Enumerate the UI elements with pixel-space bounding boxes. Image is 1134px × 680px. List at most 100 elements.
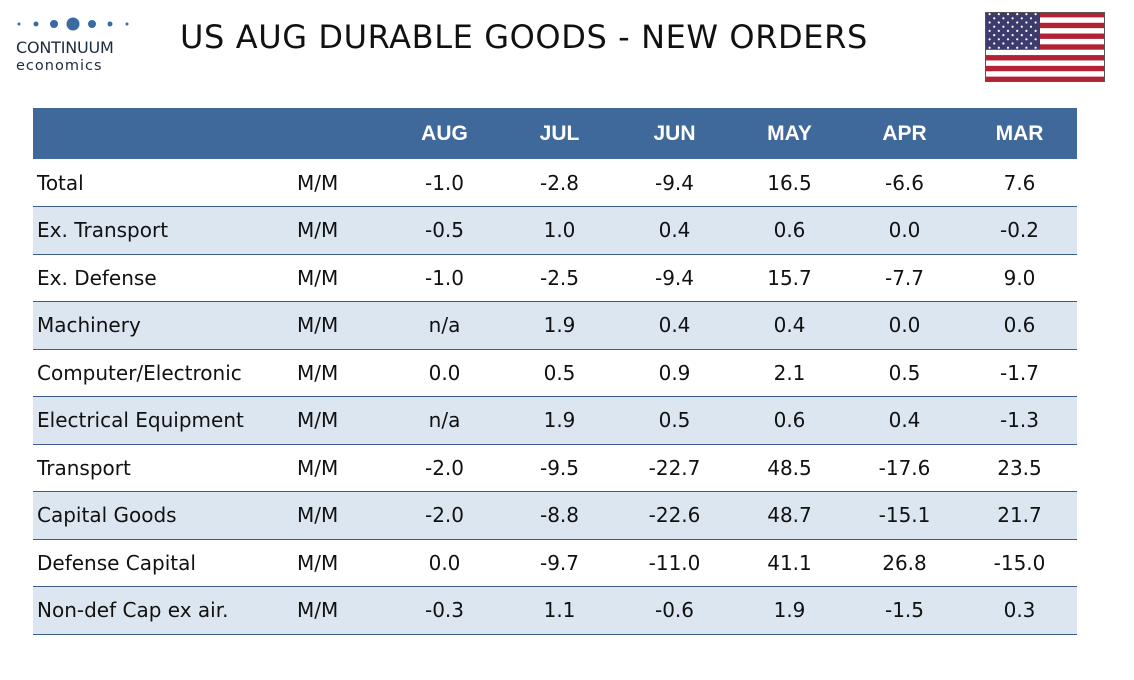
cell-value: 21.7 <box>997 503 1042 528</box>
row-label: Total <box>37 170 84 195</box>
cell-value: 41.1 <box>767 550 812 575</box>
table-row: Total M/M -1.0 -2.8 -9.4 16.5 -6.6 7.6 <box>33 159 1077 207</box>
table-row: Machinery M/M n/a 1.9 0.4 0.4 0.0 0.6 <box>33 301 1077 349</box>
row-label: Transport <box>37 455 131 480</box>
column-header-blank <box>290 108 387 159</box>
cell-value: -8.8 <box>539 503 580 528</box>
row-label: Ex. Defense <box>37 265 157 290</box>
cell-value: n/a <box>428 313 461 338</box>
row-unit: M/M <box>297 313 339 338</box>
cell-value: -0.2 <box>999 218 1040 243</box>
cell-value: 0.6 <box>773 408 806 433</box>
row-label: Computer/Electronic <box>37 360 242 385</box>
row-unit: M/M <box>297 265 339 290</box>
row-unit: M/M <box>297 408 339 433</box>
cell-value: -2.0 <box>424 455 465 480</box>
row-label: Machinery <box>37 313 141 338</box>
cell-value: -22.6 <box>648 503 701 528</box>
cell-value: -0.5 <box>424 218 465 243</box>
cell-value: -1.3 <box>999 408 1040 433</box>
cell-value: 0.4 <box>658 218 691 243</box>
cell-value: -15.0 <box>993 550 1046 575</box>
cell-value: -0.6 <box>654 598 695 623</box>
cell-value: -9.7 <box>539 550 580 575</box>
us-flag-icon <box>985 12 1105 82</box>
row-label: Non-def Cap ex air. <box>37 598 229 623</box>
row-label: Electrical Equipment <box>37 408 244 433</box>
cell-value: -7.7 <box>884 265 925 290</box>
cell-value: n/a <box>428 408 461 433</box>
cell-value: 9.0 <box>1003 265 1036 290</box>
cell-value: 0.3 <box>1003 598 1036 623</box>
logo-subtitle: economics <box>16 58 103 74</box>
cell-value: 26.8 <box>882 550 927 575</box>
cell-value: -0.3 <box>424 598 465 623</box>
continuum-economics-logo: CONTINUUM economics <box>14 14 132 76</box>
cell-value: 48.5 <box>767 455 812 480</box>
table-header-row: AUG JUL JUN MAY APR MAR <box>33 108 1077 159</box>
page-title: US AUG DURABLE GOODS - NEW ORDERS <box>180 18 868 56</box>
row-label: Capital Goods <box>37 503 177 528</box>
cell-value: 0.5 <box>658 408 691 433</box>
cell-value: 0.4 <box>658 313 691 338</box>
row-unit: M/M <box>297 218 339 243</box>
cell-value: -1.7 <box>999 360 1040 385</box>
column-header-jun: JUN <box>653 121 696 145</box>
logo-name: CONTINUUM <box>16 38 114 57</box>
cell-value: -2.5 <box>539 265 580 290</box>
cell-value: 23.5 <box>997 455 1042 480</box>
row-unit: M/M <box>297 360 339 385</box>
cell-value: 0.0 <box>888 218 921 243</box>
cell-value: 2.1 <box>773 360 806 385</box>
cell-value: 1.1 <box>543 598 576 623</box>
cell-value: 7.6 <box>1003 170 1036 195</box>
column-header-aug: AUG <box>421 121 468 145</box>
table-row: Ex. Transport M/M -0.5 1.0 0.4 0.6 0.0 -0.2 <box>33 206 1077 254</box>
cell-value: 0.5 <box>888 360 921 385</box>
cell-value: 0.6 <box>1003 313 1036 338</box>
cell-value: 16.5 <box>767 170 812 195</box>
row-unit: M/M <box>297 550 339 575</box>
column-header-may: MAY <box>767 121 812 145</box>
cell-value: 1.0 <box>543 218 576 243</box>
cell-value: 0.5 <box>543 360 576 385</box>
logo-dots-icon <box>17 17 129 31</box>
row-unit: M/M <box>297 598 339 623</box>
column-header-jul: JUL <box>539 121 580 145</box>
cell-value: -9.4 <box>654 170 695 195</box>
cell-value: 48.7 <box>767 503 812 528</box>
cell-value: -15.1 <box>878 503 931 528</box>
row-unit: M/M <box>297 170 339 195</box>
cell-value: -2.8 <box>539 170 580 195</box>
cell-value: 0.4 <box>888 408 921 433</box>
cell-value: -1.0 <box>424 170 465 195</box>
cell-value: -22.7 <box>648 455 701 480</box>
cell-value: -9.4 <box>654 265 695 290</box>
table-row: Computer/Electronic M/M 0.0 0.5 0.9 2.1 0.5 -1.… <box>33 349 1077 397</box>
table-row: Capital Goods M/M -2.0 -8.8 -22.6 48.7 -15.1 21… <box>33 491 1077 539</box>
table-row: Transport M/M -2.0 -9.5 -22.7 48.5 -17.6 23.5 <box>33 444 1077 492</box>
cell-value: 0.0 <box>428 550 461 575</box>
cell-value: -6.6 <box>884 170 925 195</box>
column-header-blank <box>33 108 290 159</box>
cell-value: -11.0 <box>648 550 701 575</box>
cell-value: 0.0 <box>888 313 921 338</box>
table-row: Ex. Defense M/M -1.0 -2.5 -9.4 15.7 -7.7 9.0 <box>33 254 1077 302</box>
row-label: Defense Capital <box>37 550 196 575</box>
row-unit: M/M <box>297 503 339 528</box>
cell-value: 0.4 <box>773 313 806 338</box>
table-row: Defense Capital M/M 0.0 -9.7 -11.0 41.1 26.8 -1… <box>33 539 1077 587</box>
cell-value: -2.0 <box>424 503 465 528</box>
row-unit: M/M <box>297 455 339 480</box>
durable-goods-table: AUG JUL JUN MAY APR MAR Total M/M -1.0 -2.8 -9.4 1… <box>33 108 1077 635</box>
cell-value: 0.9 <box>658 360 691 385</box>
column-header-apr: APR <box>882 121 927 145</box>
cell-value: 0.0 <box>428 360 461 385</box>
cell-value: -1.0 <box>424 265 465 290</box>
cell-value: 1.9 <box>543 408 576 433</box>
cell-value: 15.7 <box>767 265 812 290</box>
cell-value: 1.9 <box>543 313 576 338</box>
table-row: Non-def Cap ex air. M/M -0.3 1.1 -0.6 1.9 -1.5… <box>33 586 1077 634</box>
column-header-mar: MAR <box>995 121 1044 145</box>
cell-value: -17.6 <box>878 455 931 480</box>
